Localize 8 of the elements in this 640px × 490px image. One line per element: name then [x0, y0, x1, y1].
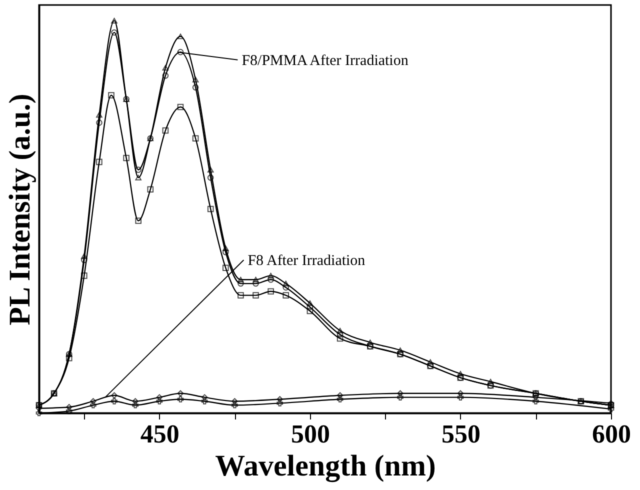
annotation: F8/PMMA After Irradiation [242, 52, 409, 69]
y-axis-title: PL Intensity (a.u.) [4, 94, 36, 326]
x-tick-label: 500 [290, 420, 330, 448]
x-tick-label: 550 [441, 420, 480, 448]
x-tick-label: 450 [140, 420, 180, 448]
annotation: F8 After Irradiation [248, 253, 366, 269]
x-axis-title: Wavelength (nm) [215, 450, 436, 482]
x-tick-label: 600 [592, 420, 631, 448]
